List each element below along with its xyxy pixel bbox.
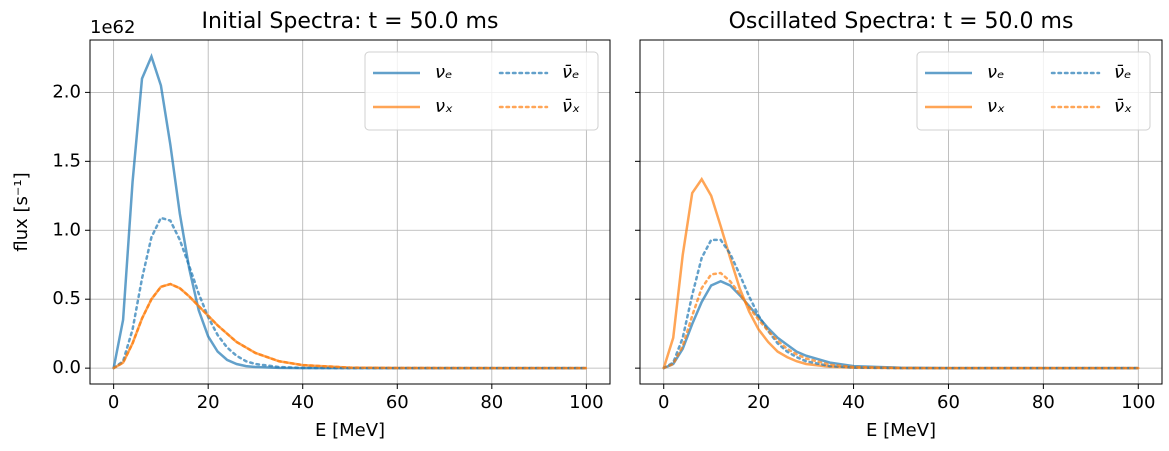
line: [112, 282, 588, 370]
x-tick-label: 0: [658, 392, 669, 413]
x-tick-label: 20: [197, 392, 220, 413]
x-tick-label: 80: [1032, 392, 1055, 413]
legend-label: νₓ: [987, 96, 1005, 117]
offset-text: 1e62: [90, 17, 135, 38]
y-tick-label: 1.0: [52, 219, 81, 240]
legend-label: νₑ: [435, 62, 453, 83]
x-tick-label: 40: [291, 392, 314, 413]
legend-label: ν̄ₑ: [1114, 62, 1132, 83]
chart-title: Oscillated Spectra: t = 50.0 ms: [729, 9, 1074, 34]
x-tick-label: 60: [937, 392, 960, 413]
y-axis-label: flux [s⁻¹]: [11, 172, 32, 251]
y-tick-label: 2.0: [52, 81, 81, 102]
x-tick-label: 100: [569, 392, 603, 413]
x-axis-label: E [MeV]: [315, 420, 385, 441]
line: [112, 53, 587, 370]
x-tick-label: 80: [480, 392, 503, 413]
legend-box: [364, 51, 599, 131]
y-tick-label: 1.5: [52, 150, 81, 171]
x-tick-label: 20: [747, 392, 770, 413]
y-tick-label: 0.5: [52, 288, 81, 309]
axes-frame: [639, 39, 1163, 385]
x-tick-label: 40: [842, 392, 865, 413]
y-tick-label: 0.0: [52, 357, 81, 378]
legend-label: ν̄ₓ: [1114, 96, 1132, 117]
line: [112, 216, 588, 370]
line: [662, 271, 1140, 370]
legend-label: νₓ: [435, 96, 453, 117]
x-axis-label: E [MeV]: [866, 420, 936, 441]
x-tick-label: 60: [386, 392, 409, 413]
legend-label: ν̄ₓ: [562, 96, 580, 117]
legend-box: [916, 51, 1151, 131]
x-tick-label: 100: [1121, 392, 1155, 413]
legend-label: ν̄ₑ: [562, 62, 580, 83]
chart-title: Initial Spectra: t = 50.0 ms: [202, 9, 499, 34]
x-tick-label: 0: [108, 392, 119, 413]
legend-label: νₑ: [987, 62, 1005, 83]
axes-frame: [89, 39, 611, 385]
